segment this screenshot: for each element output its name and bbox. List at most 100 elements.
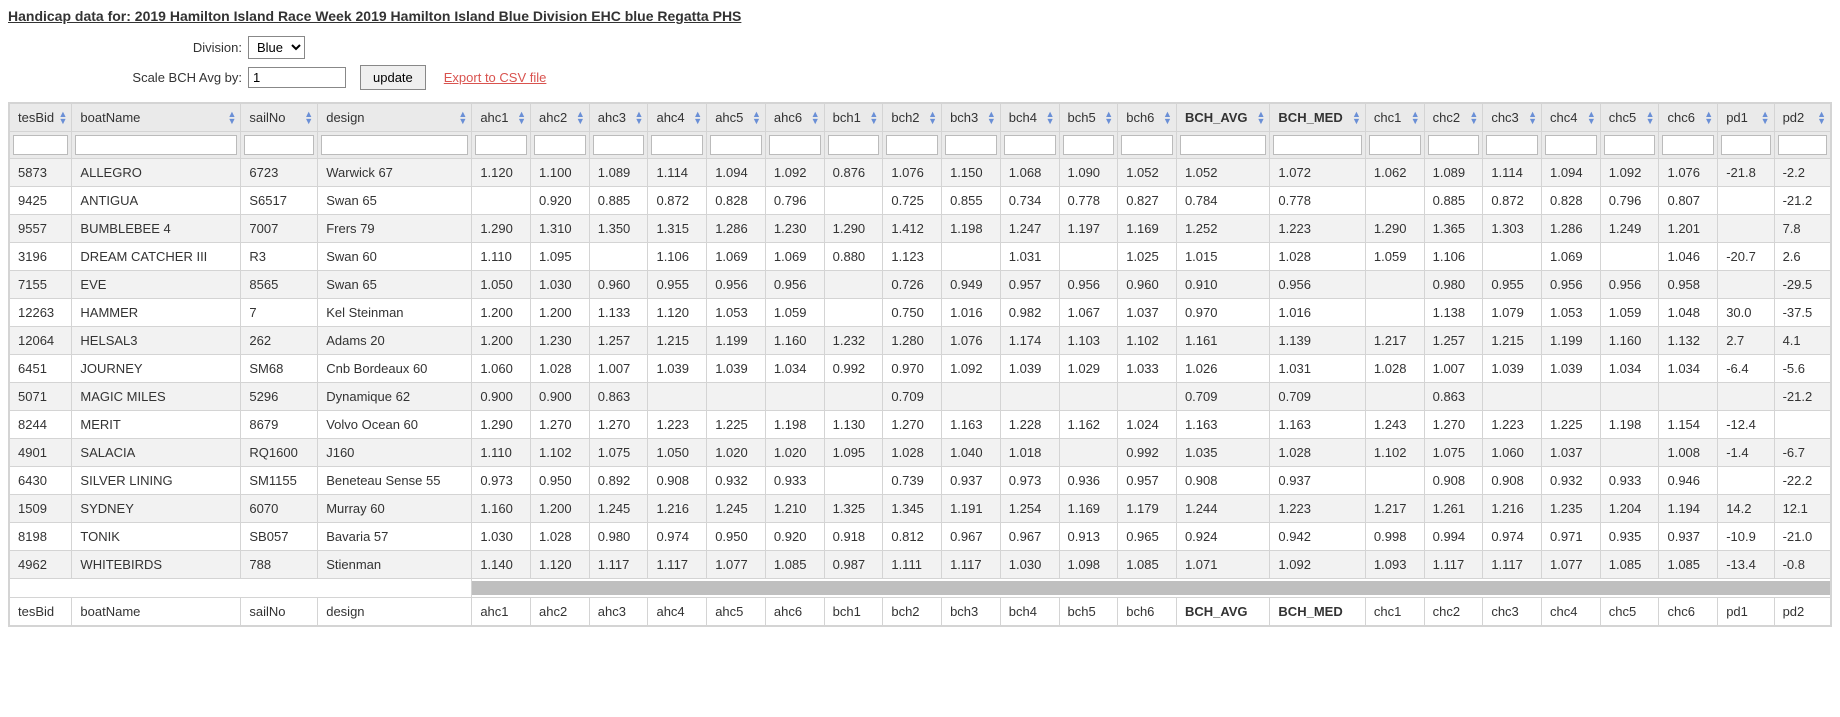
sort-icon[interactable]: ▲▼	[1163, 111, 1172, 125]
filter-input-ahc1[interactable]	[475, 135, 527, 155]
filter-input-bch5[interactable]	[1063, 135, 1115, 155]
column-header-chc2[interactable]: chc2▲▼	[1424, 104, 1483, 132]
horizontal-scrollbar[interactable]	[472, 581, 1830, 595]
column-header-BCH_MED[interactable]: BCH_MED▲▼	[1270, 104, 1365, 132]
filter-input-design[interactable]	[321, 135, 468, 155]
cell: -37.5	[1774, 299, 1830, 327]
cell: 1.085	[1659, 551, 1718, 579]
filter-input-ahc3[interactable]	[593, 135, 645, 155]
filter-input-bch2[interactable]	[886, 135, 938, 155]
filter-input-chc5[interactable]	[1604, 135, 1656, 155]
column-header-ahc5[interactable]: ahc5▲▼	[707, 104, 766, 132]
cell: Adams 20	[318, 327, 472, 355]
sort-icon[interactable]: ▲▼	[1352, 111, 1361, 125]
sort-icon[interactable]: ▲▼	[1646, 111, 1655, 125]
column-header-chc4[interactable]: chc4▲▼	[1542, 104, 1601, 132]
sort-icon[interactable]: ▲▼	[1411, 111, 1420, 125]
column-header-design[interactable]: design▲▼	[318, 104, 472, 132]
filter-input-chc3[interactable]	[1486, 135, 1538, 155]
cell: SILVER LINING	[72, 467, 241, 495]
sort-icon[interactable]: ▲▼	[1761, 111, 1770, 125]
column-header-chc3[interactable]: chc3▲▼	[1483, 104, 1542, 132]
filter-input-bch4[interactable]	[1004, 135, 1056, 155]
scale-input[interactable]	[248, 67, 346, 88]
column-header-bch5[interactable]: bch5▲▼	[1059, 104, 1118, 132]
cell: 1.100	[531, 159, 590, 187]
sort-icon[interactable]: ▲▼	[1469, 111, 1478, 125]
cell: 1.035	[1176, 439, 1269, 467]
cell: 0.973	[472, 467, 531, 495]
filter-input-sailNo[interactable]	[244, 135, 314, 155]
sort-icon[interactable]: ▲▼	[869, 111, 878, 125]
sort-icon[interactable]: ▲▼	[227, 111, 236, 125]
cell: 5071	[10, 383, 72, 411]
filter-input-pd2[interactable]	[1778, 135, 1827, 155]
filter-input-bch1[interactable]	[828, 135, 880, 155]
filter-input-boatName[interactable]	[75, 135, 237, 155]
column-header-BCH_AVG[interactable]: BCH_AVG▲▼	[1176, 104, 1269, 132]
filter-input-ahc4[interactable]	[651, 135, 703, 155]
sort-icon[interactable]: ▲▼	[987, 111, 996, 125]
sort-icon[interactable]: ▲▼	[1704, 111, 1713, 125]
column-header-pd1[interactable]: pd1▲▼	[1718, 104, 1774, 132]
sort-icon[interactable]: ▲▼	[1817, 111, 1826, 125]
cell: Frers 79	[318, 215, 472, 243]
sort-icon[interactable]: ▲▼	[1257, 111, 1266, 125]
filter-input-BCH_AVG[interactable]	[1180, 135, 1266, 155]
column-header-ahc6[interactable]: ahc6▲▼	[765, 104, 824, 132]
column-header-chc5[interactable]: chc5▲▼	[1600, 104, 1659, 132]
column-header-ahc4[interactable]: ahc4▲▼	[648, 104, 707, 132]
cell: 0.987	[824, 551, 883, 579]
column-header-chc1[interactable]: chc1▲▼	[1365, 104, 1424, 132]
filter-input-chc4[interactable]	[1545, 135, 1597, 155]
cell: 8679	[241, 411, 318, 439]
filter-input-BCH_MED[interactable]	[1273, 135, 1361, 155]
cell: 0.980	[589, 523, 648, 551]
sort-icon[interactable]: ▲▼	[576, 111, 585, 125]
cell: 1.034	[1659, 355, 1718, 383]
filter-input-chc1[interactable]	[1369, 135, 1421, 155]
column-header-sailNo[interactable]: sailNo▲▼	[241, 104, 318, 132]
sort-icon[interactable]: ▲▼	[517, 111, 526, 125]
filter-input-ahc5[interactable]	[710, 135, 762, 155]
filter-input-ahc2[interactable]	[534, 135, 586, 155]
column-header-bch3[interactable]: bch3▲▼	[942, 104, 1001, 132]
column-header-chc6[interactable]: chc6▲▼	[1659, 104, 1718, 132]
cell: 1.160	[1600, 327, 1659, 355]
sort-icon[interactable]: ▲▼	[811, 111, 820, 125]
column-header-bch2[interactable]: bch2▲▼	[883, 104, 942, 132]
column-header-bch1[interactable]: bch1▲▼	[824, 104, 883, 132]
sort-icon[interactable]: ▲▼	[1587, 111, 1596, 125]
sort-icon[interactable]: ▲▼	[304, 111, 313, 125]
sort-icon[interactable]: ▲▼	[1104, 111, 1113, 125]
sort-icon[interactable]: ▲▼	[458, 111, 467, 125]
sort-icon[interactable]: ▲▼	[693, 111, 702, 125]
filter-input-chc2[interactable]	[1428, 135, 1480, 155]
sort-icon[interactable]: ▲▼	[752, 111, 761, 125]
cell: 1.235	[1542, 495, 1601, 523]
cell: -0.8	[1774, 551, 1830, 579]
cell: 1.120	[531, 551, 590, 579]
column-header-bch4[interactable]: bch4▲▼	[1000, 104, 1059, 132]
column-header-bch6[interactable]: bch6▲▼	[1118, 104, 1177, 132]
sort-icon[interactable]: ▲▼	[1528, 111, 1537, 125]
sort-icon[interactable]: ▲▼	[928, 111, 937, 125]
filter-input-bch3[interactable]	[945, 135, 997, 155]
column-header-ahc2[interactable]: ahc2▲▼	[531, 104, 590, 132]
filter-input-bch6[interactable]	[1121, 135, 1173, 155]
column-header-tesBid[interactable]: tesBid▲▼	[10, 104, 72, 132]
sort-icon[interactable]: ▲▼	[59, 111, 68, 125]
sort-icon[interactable]: ▲▼	[1046, 111, 1055, 125]
column-header-ahc3[interactable]: ahc3▲▼	[589, 104, 648, 132]
column-header-pd2[interactable]: pd2▲▼	[1774, 104, 1830, 132]
update-button[interactable]: update	[360, 65, 426, 90]
sort-icon[interactable]: ▲▼	[635, 111, 644, 125]
filter-input-ahc6[interactable]	[769, 135, 821, 155]
filter-input-chc6[interactable]	[1662, 135, 1714, 155]
column-header-boatName[interactable]: boatName▲▼	[72, 104, 241, 132]
export-csv-link[interactable]: Export to CSV file	[444, 70, 547, 85]
column-header-ahc1[interactable]: ahc1▲▼	[472, 104, 531, 132]
division-select[interactable]: Blue	[248, 36, 305, 59]
filter-input-tesBid[interactable]	[13, 135, 68, 155]
filter-input-pd1[interactable]	[1721, 135, 1770, 155]
